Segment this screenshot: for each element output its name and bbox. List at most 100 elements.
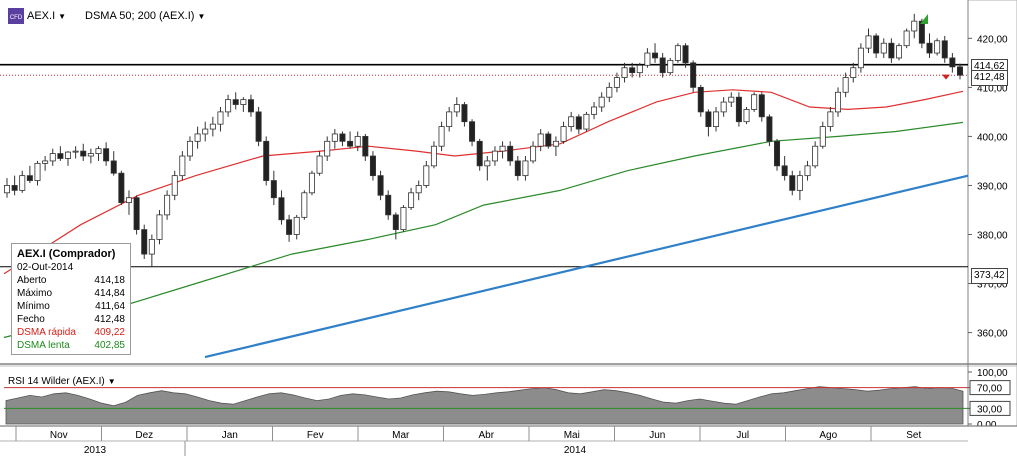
slow-ma-line (3, 121, 964, 339)
candle (19, 170, 26, 193)
candle-body (613, 77, 620, 88)
candle (583, 111, 590, 132)
candle (926, 33, 933, 58)
candle (133, 195, 140, 235)
candle-body (926, 42, 933, 54)
candle (461, 102, 468, 127)
candle (613, 72, 620, 93)
candle (568, 111, 575, 132)
candle (240, 97, 247, 112)
candle-body (690, 62, 697, 88)
candle-body (735, 96, 742, 123)
month-label: Set (906, 430, 921, 441)
candle (659, 53, 666, 78)
row-low: Mínimo 411,64 (17, 300, 125, 313)
candle-body (148, 238, 155, 255)
rsi-tick-label: 30,00 (977, 404, 1002, 415)
candle-body (103, 148, 110, 162)
row-value: 412,48 (94, 314, 125, 325)
candle-body (552, 140, 559, 147)
candle (674, 43, 681, 63)
candle (156, 209, 163, 245)
month-label: Mar (392, 430, 410, 441)
candle-body (758, 94, 765, 118)
y-tick-label: 360,00 (977, 329, 1008, 340)
candle-body (255, 111, 262, 142)
candle-body (49, 153, 56, 162)
candle-body (659, 57, 666, 74)
candle (164, 190, 171, 220)
candle (301, 190, 308, 220)
row-open: Aberto 414,18 (17, 274, 125, 287)
month-label: Mai (564, 430, 580, 441)
time-axis: Nov Dez Jan Fev Mar Abr Mai Jun Jul Ago Set 2013 201… (0, 425, 1017, 456)
candle-body (87, 153, 94, 157)
row-value: 414,84 (94, 288, 125, 299)
candle-body (568, 116, 575, 128)
candle (430, 141, 437, 169)
candle (179, 151, 186, 181)
candle-body (240, 99, 247, 105)
candle-body (57, 153, 64, 159)
candle (682, 43, 689, 68)
rsi-label: RSI 14 Wilder (AEX.I) (8, 376, 105, 387)
candle (415, 180, 422, 201)
candle (247, 94, 254, 117)
candle-body (812, 145, 819, 167)
candle (850, 62, 857, 83)
candle (530, 141, 537, 164)
candle (865, 28, 872, 54)
candle-body (225, 99, 232, 113)
candle-body (194, 133, 201, 142)
candle (293, 214, 300, 240)
candle-body (339, 133, 346, 142)
candle-body (873, 35, 880, 54)
candle (911, 13, 918, 39)
support-level-tag: 373,42 (971, 268, 1008, 284)
indicator-selector[interactable]: DSMA 50; 200 (AEX.I) ▼ (85, 10, 205, 22)
month-label: Dez (135, 430, 153, 441)
candle (652, 43, 659, 63)
candle-body (835, 91, 842, 113)
candle (728, 92, 735, 107)
candle (95, 146, 102, 161)
candle (522, 156, 529, 181)
candle (316, 151, 323, 176)
rsi-tag-box (969, 400, 1011, 416)
candle-body (469, 121, 476, 142)
trendline-layer (204, 174, 969, 359)
candle (80, 143, 87, 161)
candle (148, 234, 155, 267)
candle (934, 38, 941, 56)
candle-body (781, 165, 788, 177)
y-tick-label: 410,00 (977, 83, 1008, 94)
candle-body (644, 52, 651, 66)
candle-body (64, 151, 71, 159)
candle-body (941, 40, 948, 59)
candle (545, 131, 552, 149)
candle-body (385, 194, 392, 216)
month-label: Jan (222, 430, 238, 441)
candle (766, 114, 773, 147)
candle-body (842, 77, 849, 93)
candle-body (766, 116, 773, 142)
rsi-selector[interactable]: RSI 14 Wilder (AEX.I) ▼ (8, 376, 116, 387)
candle-body (789, 175, 796, 191)
candle (812, 141, 819, 169)
candle (903, 28, 910, 49)
symbol-label: AEX.I (27, 10, 56, 22)
row-close: Fecho 412,48 (17, 313, 125, 326)
candle-body (560, 126, 567, 142)
candle-body (308, 172, 315, 194)
candle (263, 136, 270, 186)
candle (209, 116, 216, 137)
candle (72, 146, 79, 159)
row-label: Aberto (17, 275, 47, 286)
candle (575, 114, 582, 134)
candle-body (286, 219, 293, 235)
symbol-selector[interactable]: CFD AEX.I ▼ (8, 8, 66, 24)
candle-body (95, 148, 102, 154)
price-box-title: AEX.I (Comprador) (17, 248, 116, 260)
candle-body (491, 150, 498, 162)
